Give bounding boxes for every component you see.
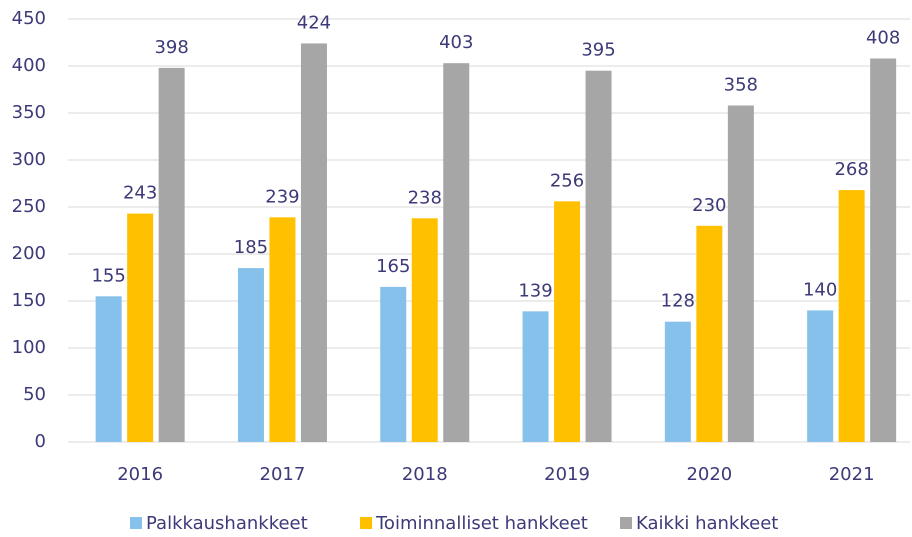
y-tick-label: 200 (12, 243, 46, 264)
bar (696, 225, 723, 442)
value-label: 268 (834, 159, 868, 180)
y-tick-label: 350 (12, 102, 46, 123)
x-tick-label: 2020 (686, 464, 732, 485)
bar (237, 268, 264, 442)
bar (664, 321, 691, 442)
x-tick-label: 2017 (260, 464, 306, 485)
value-label: 408 (866, 27, 900, 48)
x-tick-label: 2016 (117, 464, 163, 485)
y-tick-label: 300 (12, 149, 46, 170)
bar (411, 218, 438, 442)
legend-label: Palkkaushankkeet (146, 513, 308, 534)
legend-label: Kaikki hankkeet (636, 513, 778, 534)
bar (269, 217, 296, 442)
y-tick-label: 250 (12, 196, 46, 217)
value-label: 185 (234, 237, 268, 258)
value-label: 398 (154, 37, 188, 58)
bar (158, 67, 185, 442)
x-tick-label: 2019 (544, 464, 590, 485)
legend-label: Toiminnalliset hankkeet (375, 513, 588, 534)
bar (838, 190, 865, 442)
bar (300, 43, 327, 442)
y-tick-label: 50 (23, 384, 46, 405)
x-tick-label: 2018 (402, 464, 448, 485)
x-tick-label: 2021 (829, 464, 875, 485)
value-label: 165 (376, 256, 410, 277)
y-tick-label: 0 (35, 431, 46, 452)
value-label: 140 (803, 279, 837, 300)
bar (522, 311, 549, 442)
value-label: 243 (123, 183, 157, 204)
value-label: 139 (518, 280, 552, 301)
y-tick-label: 400 (12, 55, 46, 76)
bar (807, 310, 834, 442)
bar (380, 286, 407, 442)
bar (585, 70, 612, 442)
value-label: 155 (91, 265, 125, 286)
value-label: 403 (439, 32, 473, 53)
bar (127, 213, 154, 442)
y-tick-label: 450 (12, 8, 46, 29)
value-label: 424 (297, 12, 331, 33)
legend-swatch (130, 517, 142, 529)
bar (727, 105, 754, 442)
value-label: 239 (265, 186, 299, 207)
y-tick-label: 100 (12, 337, 46, 358)
bar (554, 201, 581, 442)
value-label: 238 (408, 187, 442, 208)
legend-swatch (620, 517, 632, 529)
bar (443, 63, 470, 443)
value-label: 230 (692, 195, 726, 216)
y-tick-label: 150 (12, 290, 46, 311)
value-label: 395 (581, 40, 615, 61)
value-label: 358 (724, 74, 758, 95)
bar (95, 296, 122, 442)
value-label: 256 (550, 170, 584, 191)
legend-swatch (360, 517, 372, 529)
value-label: 128 (661, 291, 695, 312)
bar (870, 58, 897, 442)
